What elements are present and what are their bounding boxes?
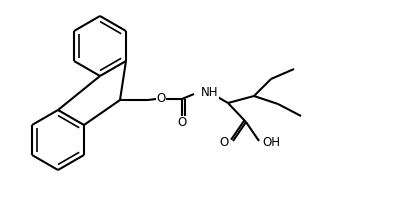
Text: OH: OH bbox=[262, 136, 280, 150]
Text: O: O bbox=[177, 116, 187, 130]
Text: O: O bbox=[220, 136, 229, 150]
Text: O: O bbox=[156, 93, 166, 105]
Text: NH: NH bbox=[201, 85, 218, 99]
